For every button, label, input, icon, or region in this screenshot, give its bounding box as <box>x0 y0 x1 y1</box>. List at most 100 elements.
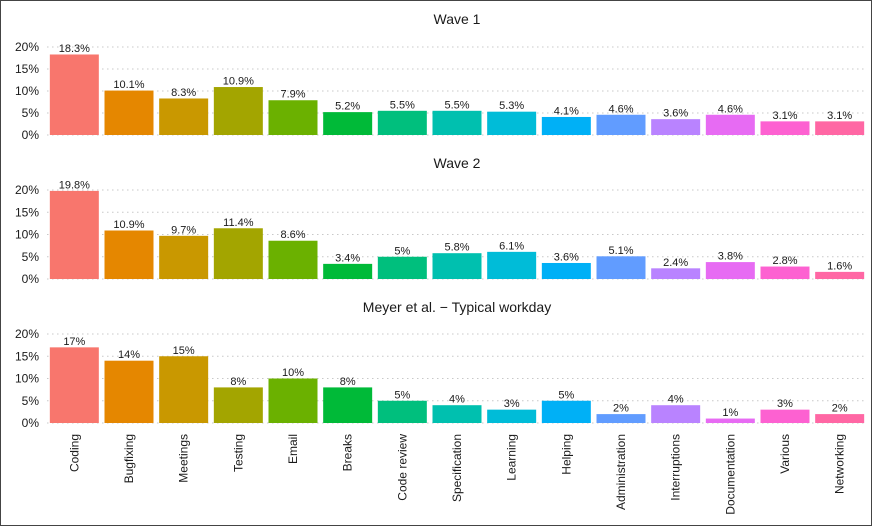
chart-panel-1: Wave 1 0% 5% 10% 15% 20% 18.3% 10.1% 8.3% 10.9% 7.… <box>15 11 867 142</box>
bar-helping <box>541 400 591 423</box>
data-label: 5.5% <box>444 99 469 111</box>
x-tick-label: Breaks <box>341 434 355 471</box>
data-label: 4% <box>449 394 465 406</box>
data-label: 5.3% <box>499 100 524 112</box>
y-tick-label: 15% <box>15 62 39 76</box>
data-label: 9.7% <box>171 224 196 236</box>
bar-testing <box>213 228 263 279</box>
data-label: 1.6% <box>827 260 852 272</box>
bar-administration <box>596 114 646 135</box>
bar-administration <box>596 414 646 423</box>
data-label: 3.1% <box>827 110 852 122</box>
y-tick-label: 5% <box>22 106 40 120</box>
bar-breaks <box>323 263 373 279</box>
data-label: 8% <box>340 376 356 388</box>
data-label: 11.4% <box>223 217 254 229</box>
data-label: 2.4% <box>663 257 688 269</box>
bar-interruptions <box>651 268 701 279</box>
data-label: 7.9% <box>280 89 305 101</box>
data-label: 5% <box>558 389 574 401</box>
bar-administration <box>596 256 646 279</box>
bar-specification <box>432 110 482 135</box>
y-tick-label: 10% <box>15 228 39 242</box>
x-tick-label: Code review <box>395 434 409 501</box>
bar-testing <box>213 387 263 423</box>
data-label: 2% <box>832 403 848 415</box>
bar-documentation <box>705 114 755 135</box>
data-label: 3.1% <box>772 110 797 122</box>
bar-code-review <box>377 256 427 279</box>
bar-email <box>268 378 318 423</box>
x-tick-label: Documentation <box>723 434 737 515</box>
bar-coding <box>49 347 99 423</box>
data-label: 4.1% <box>554 105 579 117</box>
bar-email <box>268 100 318 135</box>
data-label: 15% <box>173 345 195 357</box>
x-tick-label: Testing <box>231 434 245 472</box>
chart-panel-3: Meyer et al. − Typical workday 0% 5% 10% 15%… <box>15 299 867 515</box>
data-label: 5.8% <box>444 242 469 254</box>
data-label: 8.3% <box>171 87 196 99</box>
data-label: 3% <box>504 398 520 410</box>
bar-bugfixing <box>104 230 154 279</box>
data-label: 14% <box>118 349 140 361</box>
data-label: 3.6% <box>663 108 688 120</box>
bar-meetings <box>159 356 209 423</box>
data-label: 6.1% <box>499 240 524 252</box>
y-tick-label: 0% <box>22 128 40 142</box>
bar-networking <box>815 121 865 135</box>
bar-specification <box>432 253 482 279</box>
bar-coding <box>49 190 99 279</box>
data-label: 10.1% <box>113 79 144 91</box>
bar-networking <box>815 271 865 279</box>
bar-learning <box>487 251 537 279</box>
bar-meetings <box>159 235 209 279</box>
bar-meetings <box>159 98 209 135</box>
data-label: 5% <box>394 245 410 257</box>
data-label: 18.3% <box>59 43 90 55</box>
bar-email <box>268 240 318 279</box>
bar-bugfixing <box>104 90 154 135</box>
data-label: 3% <box>777 398 793 410</box>
data-label: 19.8% <box>59 179 90 191</box>
data-label: 3.4% <box>335 252 360 264</box>
y-tick-label: 15% <box>15 349 39 363</box>
bar-documentation <box>705 262 755 279</box>
data-label: 3.8% <box>718 251 743 263</box>
bar-learning <box>487 409 537 423</box>
x-tick-label: Interruptions <box>669 434 683 501</box>
bar-interruptions <box>651 119 701 135</box>
data-label: 10.9% <box>223 76 254 88</box>
bar-bugfixing <box>104 360 154 423</box>
x-tick-label: Networking <box>833 434 847 494</box>
bar-testing <box>213 87 263 135</box>
bar-documentation <box>705 418 755 423</box>
bar-specification <box>432 405 482 423</box>
x-tick-label: Helping <box>559 434 573 475</box>
data-label: 2% <box>613 403 629 415</box>
data-label: 10% <box>282 367 304 379</box>
data-label: 5.1% <box>608 245 633 257</box>
bar-learning <box>487 111 537 135</box>
bar-helping <box>541 116 591 135</box>
x-tick-label: Coding <box>67 434 81 472</box>
bar-breaks <box>323 112 373 135</box>
x-tick-label: Various <box>778 434 792 474</box>
chart-panel-2: Wave 2 0% 5% 10% 15% 20% 19.8% 10.9% 9.7% 11.4% 8.… <box>15 155 867 286</box>
x-tick-label: Learning <box>505 434 519 481</box>
y-tick-label: 20% <box>15 183 39 197</box>
bar-interruptions <box>651 405 701 423</box>
bar-various <box>760 409 810 423</box>
x-tick-label: Specification <box>450 434 464 502</box>
panel-title: Wave 2 <box>434 155 481 171</box>
y-tick-label: 0% <box>22 416 40 430</box>
x-tick-label: Meetings <box>177 434 191 483</box>
y-tick-label: 10% <box>15 84 39 98</box>
y-tick-label: 15% <box>15 205 39 219</box>
data-label: 5% <box>394 389 410 401</box>
data-label: 1% <box>722 407 738 419</box>
y-tick-label: 5% <box>22 394 40 408</box>
bar-various <box>760 121 810 135</box>
